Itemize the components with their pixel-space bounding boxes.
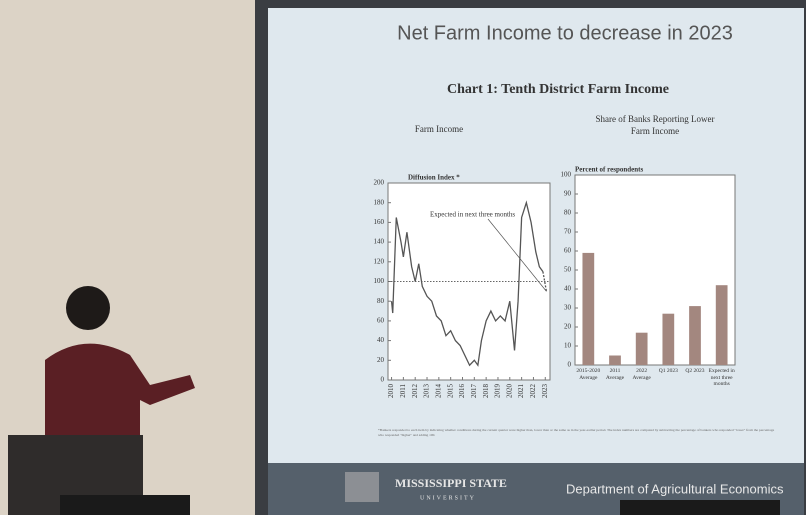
photo: MISSISSIPPI STATE UNIVERSITY Department … bbox=[0, 0, 806, 515]
presenter-head bbox=[66, 286, 110, 330]
x-tick-label: 2017 bbox=[470, 384, 478, 399]
university-sub: UNIVERSITY bbox=[420, 495, 476, 501]
y-tick-label: 30 bbox=[564, 304, 572, 312]
y-tick-label: 60 bbox=[377, 317, 385, 325]
x-tick-label: 2023 bbox=[541, 384, 549, 399]
y-tick-label: 70 bbox=[564, 228, 572, 236]
chart-title: Farm Income bbox=[388, 125, 490, 133]
chart-title: Share of Banks Reporting Lower Farm Inco… bbox=[590, 113, 720, 137]
y-tick-label: 200 bbox=[374, 179, 385, 187]
y-axis-label: Diffusion Index * bbox=[408, 174, 460, 182]
x-tick-label: 2013 bbox=[423, 384, 431, 399]
y-tick-label: 160 bbox=[374, 218, 385, 226]
bar bbox=[662, 314, 674, 365]
bar bbox=[582, 253, 594, 365]
footnote: *Bankers responded to each item by indic… bbox=[378, 428, 778, 438]
bar bbox=[609, 356, 621, 366]
x-tick-label: 2021 bbox=[517, 384, 525, 399]
y-tick-label: 90 bbox=[564, 190, 572, 198]
x-tick-label: 2020 bbox=[505, 384, 513, 399]
chair bbox=[620, 500, 780, 515]
y-tick-label: 140 bbox=[374, 238, 385, 246]
y-tick-label: 120 bbox=[374, 257, 385, 265]
bar bbox=[636, 333, 648, 365]
y-tick-label: 180 bbox=[374, 198, 385, 206]
y-tick-label: 50 bbox=[564, 266, 572, 274]
x-tick-label: 2022 Average bbox=[628, 368, 655, 381]
y-tick-label: 0 bbox=[381, 376, 385, 384]
chart-heading: Chart 1: Tenth District Farm Income bbox=[447, 82, 669, 97]
y-tick-label: 20 bbox=[377, 356, 385, 364]
y-tick-label: 40 bbox=[377, 336, 385, 344]
x-tick-label: Expected in next three months bbox=[708, 368, 735, 388]
x-tick-label: 2022 bbox=[529, 384, 537, 399]
x-tick-label: 2015 bbox=[446, 384, 454, 399]
chair bbox=[60, 495, 190, 515]
annotation: Expected in next three months bbox=[430, 211, 515, 219]
x-tick-label: Q2 2023 bbox=[682, 368, 709, 375]
x-tick-label: 2015-2020 Average bbox=[575, 368, 602, 381]
y-tick-label: 80 bbox=[377, 297, 385, 305]
y-tick-label: 40 bbox=[564, 285, 572, 293]
x-tick-label: 2011 bbox=[399, 384, 407, 398]
y-tick-label: 10 bbox=[564, 342, 572, 350]
y-axis-label: Percent of respondents bbox=[575, 166, 643, 174]
y-tick-label: 60 bbox=[564, 247, 572, 255]
x-tick-label: 2016 bbox=[458, 384, 466, 399]
university: MISSISSIPPI STATE bbox=[395, 476, 507, 490]
y-tick-label: 20 bbox=[564, 323, 572, 331]
y-tick-label: 100 bbox=[561, 171, 572, 179]
y-tick-label: 100 bbox=[374, 277, 385, 285]
x-tick-label: 2018 bbox=[482, 384, 490, 399]
logo bbox=[345, 472, 379, 502]
y-tick-label: 0 bbox=[568, 361, 572, 369]
x-tick-label: 2014 bbox=[434, 384, 442, 399]
x-tick-label: 2019 bbox=[494, 384, 502, 399]
x-tick-label: 2010 bbox=[387, 384, 395, 399]
slide-title: Net Farm Income to decrease in 2023 bbox=[397, 22, 733, 44]
plot-frame bbox=[575, 175, 735, 365]
bar bbox=[716, 285, 728, 365]
y-tick-label: 80 bbox=[564, 209, 572, 217]
bar bbox=[689, 306, 701, 365]
department: Department of Agricultural Economics bbox=[566, 481, 784, 496]
x-tick-label: 2012 bbox=[411, 384, 419, 399]
x-tick-label: Q1 2023 bbox=[655, 368, 682, 375]
x-tick-label: 2011 Average bbox=[602, 368, 629, 381]
